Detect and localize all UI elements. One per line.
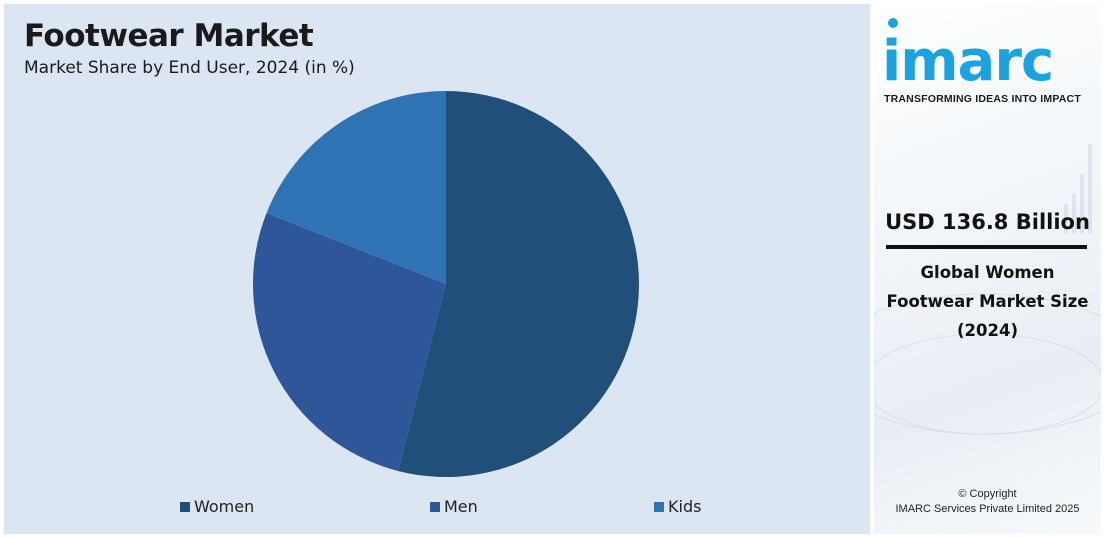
legend-swatch <box>430 501 440 512</box>
legend-label: Men <box>444 497 478 516</box>
chart-subtitle: Market Share by End User, 2024 (in %) <box>24 58 355 78</box>
legend-swatch <box>180 501 190 512</box>
tagline: TRANSFORMING IDEAS INTO IMPACT <box>884 93 1081 105</box>
copyright-owner: IMARC Services Private Limited 2025 <box>895 503 1080 515</box>
chart-panel: Footwear Market Market Share by End User… <box>4 4 870 534</box>
pie-slice-men <box>252 212 446 471</box>
logo-dot <box>888 18 898 28</box>
chart-title: Footwear Market <box>24 18 314 54</box>
legend-item-women: Women <box>180 497 254 516</box>
copyright-line: © Copyright <box>958 488 1017 500</box>
background-decoration <box>874 144 1101 435</box>
imarc-logo: imarc <box>882 29 1054 94</box>
market-description: Global Women Footwear Market Size (2024) <box>886 263 1089 340</box>
copyright: © Copyright IMARC Services Private Limit… <box>874 487 1101 517</box>
side-panel: imarc TRANSFORMING IDEAS INTO IMPACT USD… <box>874 4 1101 534</box>
market-value: USD 136.8 Billion <box>885 210 1090 234</box>
pie-slice-kids <box>266 91 446 284</box>
legend-label: Women <box>194 497 255 516</box>
legend-swatch <box>654 501 664 512</box>
legend-item-kids: Kids <box>654 497 701 516</box>
legend-label: Kids <box>668 497 702 516</box>
divider <box>886 245 1087 249</box>
pie-chart <box>252 91 639 477</box>
legend-item-men: Men <box>430 497 478 516</box>
pie-slice-women <box>398 91 639 477</box>
